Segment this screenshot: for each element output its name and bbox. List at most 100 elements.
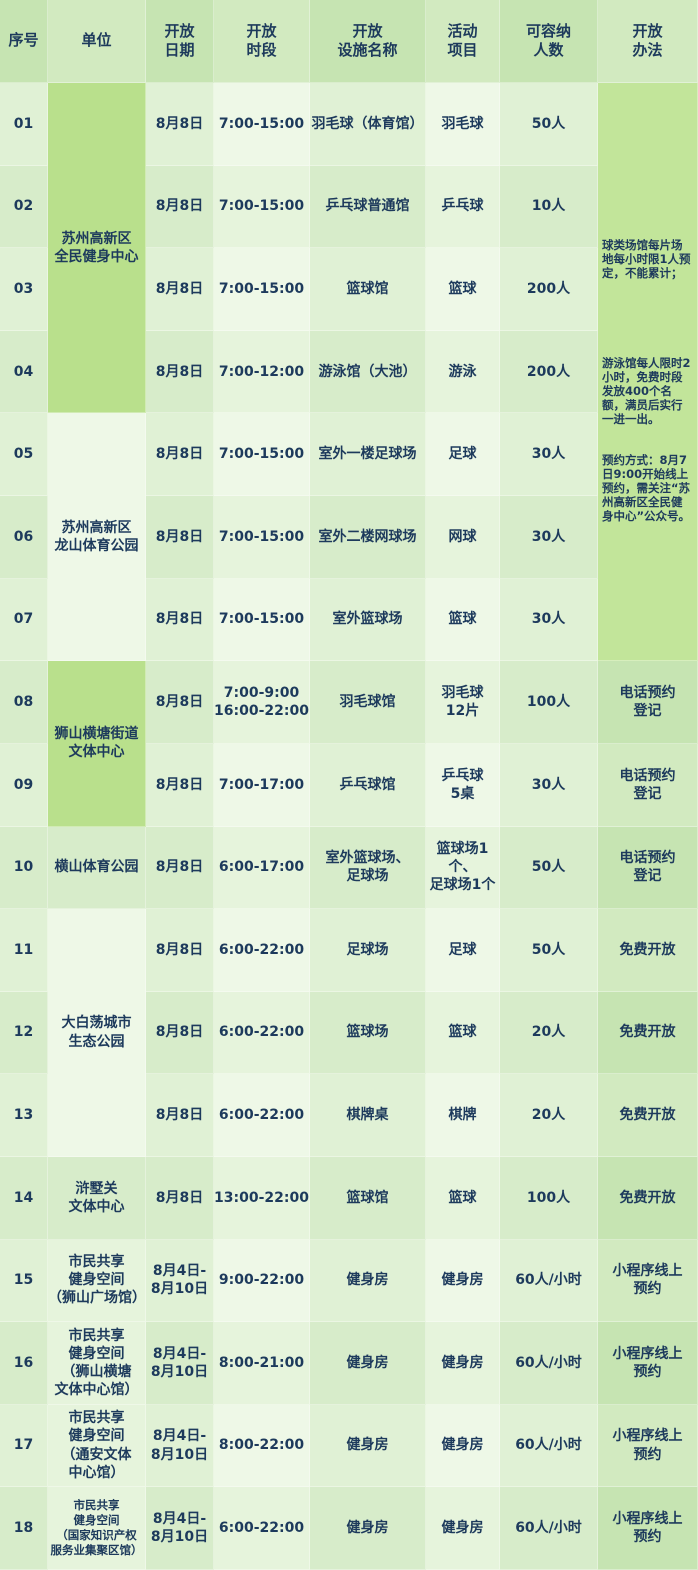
method-notes: 球类场馆每片场地每小时限1人预定，不能累计； 游泳馆每人限时2小时，免费时段发放4… [598,83,698,662]
capacity: 60人/小时 [500,1487,598,1570]
facility: 棋牌桌 [310,1074,426,1157]
open-date: 8月8日 [146,1156,214,1240]
unit: 市民共享 健身空间 （狮山广场馆） [48,1239,146,1323]
method: 免费开放 [598,991,698,1075]
open-date: 8月4日- 8月10日 [146,1487,214,1570]
facility: 健身房 [310,1487,426,1570]
open-date: 8月8日 [146,496,214,579]
open-date: 8月8日 [146,413,214,497]
method-note: 球类场馆每片场地每小时限1人预定，不能累计； [602,238,691,280]
facility: 室外篮球场 [310,578,426,662]
capacity: 60人/小时 [500,1404,598,1488]
open-date: 8月8日 [146,165,214,249]
method-note: 预约方式：8月7日9:00开始线上预约，需关注“苏州高新区全民健身中心”公众号。 [602,453,691,523]
unit: 大白荡城市 生态公园 [48,909,146,1157]
method: 免费开放 [598,1156,698,1240]
open-time: 13:00-22:00 [214,1156,310,1240]
facility: 室外二楼网球场 [310,496,426,579]
activity: 足球 [426,413,500,497]
open-date: 8月8日 [146,743,214,827]
row-number: 11 [0,909,48,992]
row-number: 18 [0,1487,48,1570]
capacity: 30人 [500,743,598,827]
open-time: 8:00-22:00 [214,1404,310,1488]
open-time: 7:00-15:00 [214,578,310,662]
activity: 健身房 [426,1404,500,1488]
open-time: 9:00-22:00 [214,1239,310,1323]
facility: 篮球馆 [310,248,426,331]
method: 免费开放 [598,1074,698,1157]
open-time: 6:00-22:00 [214,991,310,1075]
unit: 市民共享 健身空间 （国家知识产权 服务业集聚区馆） [48,1487,146,1570]
open-date: 8月8日 [146,1074,214,1157]
facility: 羽毛球馆 [310,661,426,744]
activity: 羽毛球 [426,83,500,166]
unit: 浒墅关 文体中心 [48,1156,146,1240]
activity: 足球 [426,909,500,992]
method: 小程序线上 预约 [598,1404,698,1488]
activity: 游泳 [426,330,500,414]
open-time: 6:00-22:00 [214,909,310,992]
open-time: 7:00-15:00 [214,496,310,579]
method: 小程序线上 预约 [598,1322,698,1405]
method-note: 游泳馆每人限时2小时，免费时段发放400个名额，满员后实行一进一出。 [602,356,691,426]
facility: 健身房 [310,1322,426,1405]
activity: 健身房 [426,1487,500,1570]
activity: 篮球 [426,991,500,1075]
capacity: 200人 [500,248,598,331]
facility: 足球场 [310,909,426,992]
header-cell: 开放 设施名称 [310,0,426,83]
activity: 篮球 [426,1156,500,1240]
capacity: 10人 [500,165,598,249]
facility: 健身房 [310,1404,426,1488]
facility: 健身房 [310,1239,426,1323]
facility: 游泳馆（大池） [310,330,426,414]
open-time: 6:00-22:00 [214,1487,310,1570]
facility: 乒乓球普通馆 [310,165,426,249]
method: 电话预约 登记 [598,826,698,910]
method: 电话预约 登记 [598,743,698,827]
activity: 乒乓球 [426,165,500,249]
row-number: 03 [0,248,48,331]
open-time: 7:00-12:00 [214,330,310,414]
row-number: 10 [0,826,48,910]
capacity: 60人/小时 [500,1322,598,1405]
open-date: 8月8日 [146,83,214,166]
method: 小程序线上 预约 [598,1487,698,1570]
open-date: 8月8日 [146,826,214,910]
method: 电话预约 登记 [598,661,698,744]
header-cell: 开放 日期 [146,0,214,83]
header-cell: 单位 [48,0,146,83]
activity: 篮球 [426,248,500,331]
open-time: 6:00-22:00 [214,1074,310,1157]
facility: 篮球馆 [310,1156,426,1240]
capacity: 60人/小时 [500,1239,598,1323]
open-time: 7:00-15:00 [214,165,310,249]
row-number: 08 [0,661,48,744]
open-date: 8月8日 [146,578,214,662]
activity: 网球 [426,496,500,579]
row-number: 13 [0,1074,48,1157]
activity: 棋牌 [426,1074,500,1157]
row-number: 14 [0,1156,48,1240]
row-number: 15 [0,1239,48,1323]
header-cell: 活动 项目 [426,0,500,83]
open-date: 8月8日 [146,909,214,992]
activity: 健身房 [426,1239,500,1323]
row-number: 17 [0,1404,48,1488]
open-time: 7:00-15:00 [214,83,310,166]
capacity: 20人 [500,1074,598,1157]
row-number: 01 [0,83,48,166]
row-number: 02 [0,165,48,249]
capacity: 100人 [500,1156,598,1240]
open-date: 8月8日 [146,330,214,414]
unit: 市民共享 健身空间 （狮山横塘 文体中心馆） [48,1322,146,1405]
capacity: 100人 [500,661,598,744]
capacity: 30人 [500,578,598,662]
capacity: 50人 [500,826,598,910]
open-date: 8月8日 [146,248,214,331]
open-time: 7:00-15:00 [214,248,310,331]
row-number: 09 [0,743,48,827]
unit: 横山体育公园 [48,826,146,910]
